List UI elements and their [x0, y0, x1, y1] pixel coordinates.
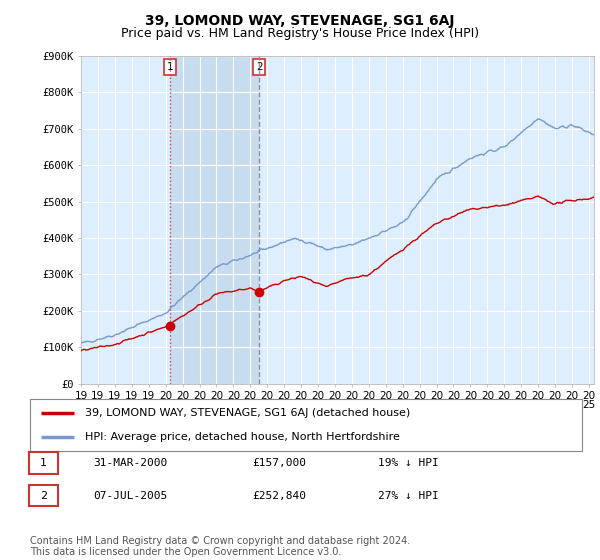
Text: 39, LOMOND WAY, STEVENAGE, SG1 6AJ (detached house): 39, LOMOND WAY, STEVENAGE, SG1 6AJ (deta… [85, 408, 410, 418]
Text: 1: 1 [167, 62, 173, 72]
Text: Contains HM Land Registry data © Crown copyright and database right 2024.
This d: Contains HM Land Registry data © Crown c… [30, 535, 410, 557]
Text: Price paid vs. HM Land Registry's House Price Index (HPI): Price paid vs. HM Land Registry's House … [121, 27, 479, 40]
Text: 2: 2 [256, 62, 262, 72]
Text: 31-MAR-2000: 31-MAR-2000 [93, 458, 167, 468]
Bar [170, 56, 259, 384]
Text: £252,840: £252,840 [252, 491, 306, 501]
Text: 1: 1 [40, 458, 47, 468]
Text: £157,000: £157,000 [252, 458, 306, 468]
Text: 07-JUL-2005: 07-JUL-2005 [93, 491, 167, 501]
Text: 27% ↓ HPI: 27% ↓ HPI [378, 491, 439, 501]
Text: 39, LOMOND WAY, STEVENAGE, SG1 6AJ: 39, LOMOND WAY, STEVENAGE, SG1 6AJ [145, 14, 455, 28]
Text: HPI: Average price, detached house, North Hertfordshire: HPI: Average price, detached house, Nort… [85, 432, 400, 442]
Text: 19% ↓ HPI: 19% ↓ HPI [378, 458, 439, 468]
Text: 2: 2 [40, 491, 47, 501]
